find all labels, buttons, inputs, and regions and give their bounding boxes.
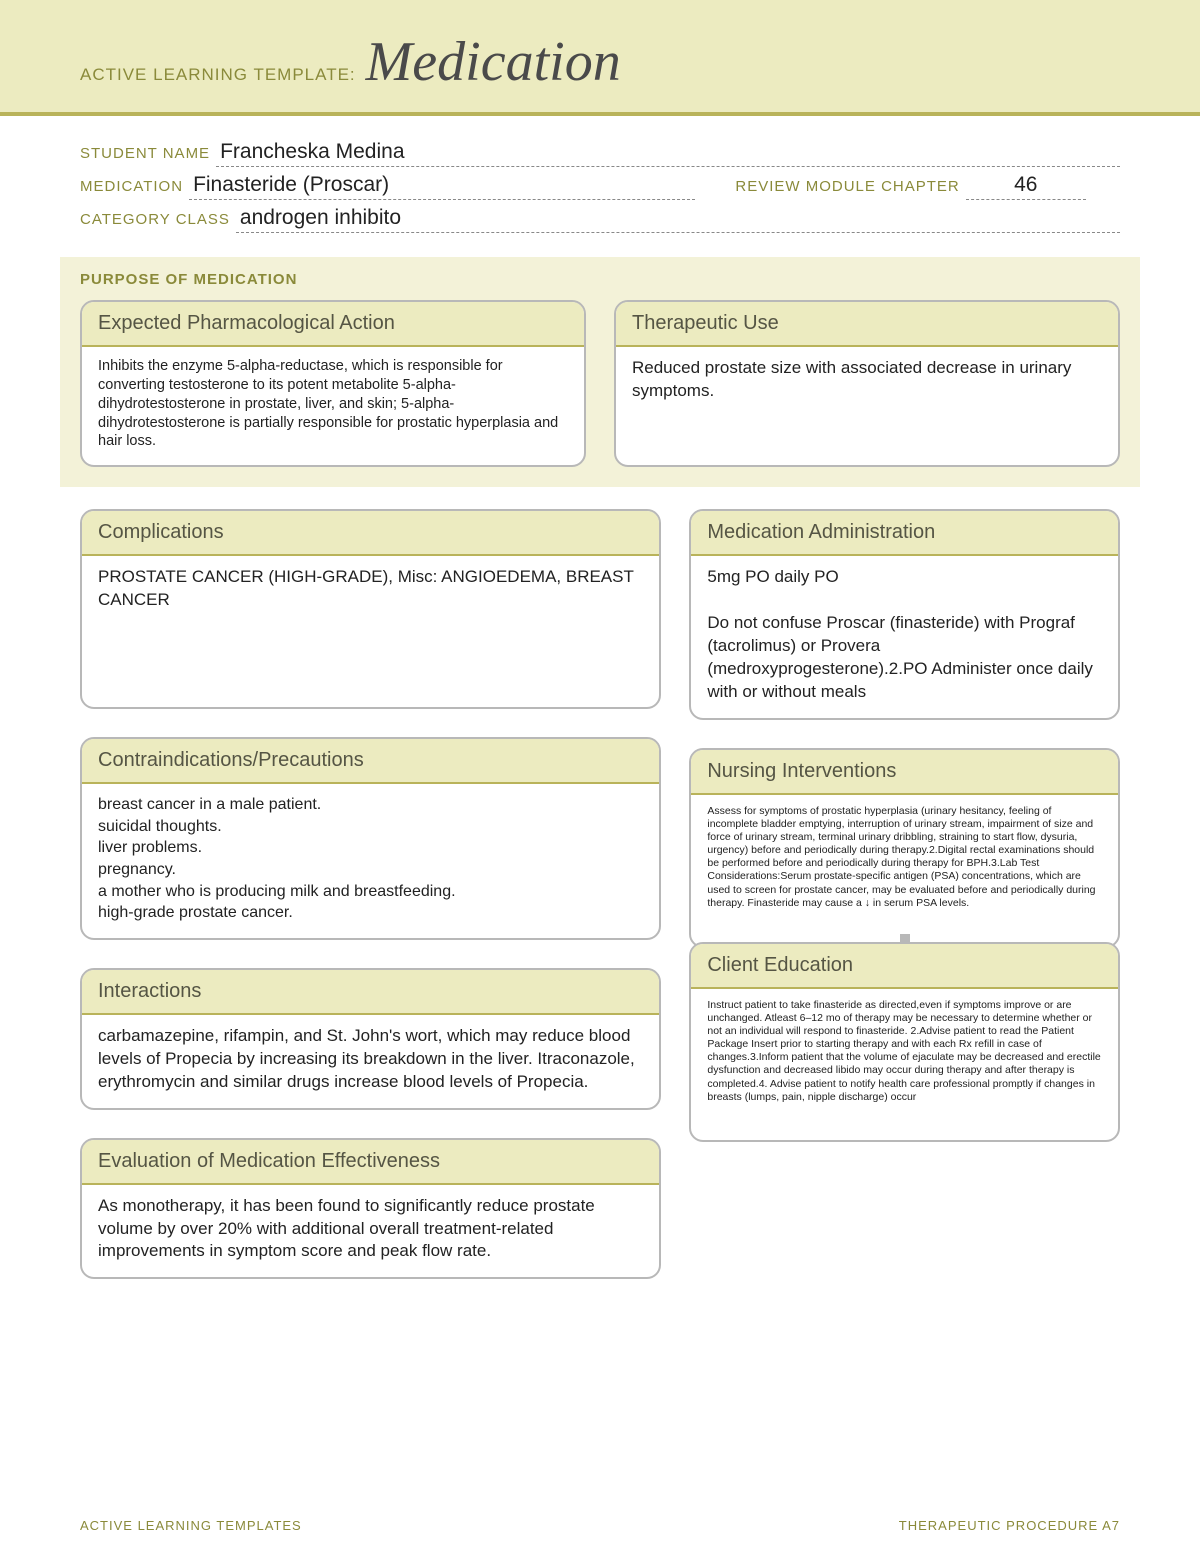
footer-left: ACTIVE LEARNING TEMPLATES [80,1518,302,1533]
category-row: CATEGORY CLASS androgen inhibito [80,206,1120,233]
client-education-body: Instruct patient to take finasteride as … [691,989,1118,1118]
nursing-title: Nursing Interventions [691,750,1118,795]
therapeutic-use-card: Therapeutic Use Reduced prostate size wi… [614,300,1120,467]
medication-label: MEDICATION [80,178,183,195]
pharm-action-title: Expected Pharmacological Action [82,302,584,347]
page: ACTIVE LEARNING TEMPLATE: Medication STU… [0,0,1200,1553]
chapter-row: REVIEW MODULE CHAPTER 46 [735,173,1120,200]
header-line: ACTIVE LEARNING TEMPLATE: Medication [80,30,1120,94]
client-education-title: Client Education [691,944,1118,989]
pharm-action-body: Inhibits the enzyme 5-alpha-reductase, w… [82,347,584,465]
category-value: androgen inhibito [236,206,1120,233]
administration-card: Medication Administration 5mg PO daily P… [689,509,1120,720]
pharm-action-card: Expected Pharmacological Action Inhibits… [80,300,586,467]
evaluation-title: Evaluation of Medication Effectiveness [82,1140,659,1185]
evaluation-body: As monotherapy, it has been found to sig… [82,1185,659,1278]
header-band: ACTIVE LEARNING TEMPLATE: Medication [0,0,1200,116]
student-value: Francheska Medina [216,140,1120,167]
nursing-card: Nursing Interventions Assess for symptom… [689,748,1120,948]
student-label: STUDENT NAME [80,145,210,162]
purpose-section: PURPOSE OF MEDICATION Expected Pharmacol… [60,257,1140,487]
nursing-client-group: Nursing Interventions Assess for symptom… [689,748,1120,1142]
complications-body: PROSTATE CANCER (HIGH-GRADE), Misc: ANGI… [82,556,659,626]
footer-right: THERAPEUTIC PROCEDURE A7 [899,1518,1120,1533]
content-grid: Complications PROSTATE CANCER (HIGH-GRAD… [60,509,1140,1279]
administration-body: 5mg PO daily PO Do not confuse Proscar (… [691,556,1118,718]
contraindications-card: Contraindications/Precautions breast can… [80,737,661,940]
info-block: STUDENT NAME Francheska Medina MEDICATIO… [0,116,1200,257]
nursing-body: Assess for symptoms of prostatic hyperpl… [691,795,1118,924]
right-column: Medication Administration 5mg PO daily P… [689,509,1120,1279]
footer: ACTIVE LEARNING TEMPLATES THERAPEUTIC PR… [80,1518,1120,1533]
chapter-label: REVIEW MODULE CHAPTER [735,178,959,195]
interactions-body: carbamazepine, rifampin, and St. John's … [82,1015,659,1108]
left-column: Complications PROSTATE CANCER (HIGH-GRAD… [80,509,661,1279]
medication-row: MEDICATION Finasteride (Proscar) [80,173,695,200]
contraindications-title: Contraindications/Precautions [82,739,659,784]
purpose-row: Expected Pharmacological Action Inhibits… [80,300,1120,467]
administration-title: Medication Administration [691,511,1118,556]
evaluation-card: Evaluation of Medication Effectiveness A… [80,1138,661,1280]
student-row: STUDENT NAME Francheska Medina [80,140,1120,167]
purpose-title: PURPOSE OF MEDICATION [80,271,1120,288]
interactions-card: Interactions carbamazepine, rifampin, an… [80,968,661,1110]
header-prefix: ACTIVE LEARNING TEMPLATE: [80,65,356,85]
therapeutic-use-title: Therapeutic Use [616,302,1118,347]
medication-value: Finasteride (Proscar) [189,173,695,200]
header-title: Medication [366,30,621,94]
chapter-value: 46 [966,173,1086,200]
contraindications-body: breast cancer in a male patient. suicida… [82,784,659,938]
complications-card: Complications PROSTATE CANCER (HIGH-GRAD… [80,509,661,709]
medication-row-wrap: MEDICATION Finasteride (Proscar) REVIEW … [80,173,1120,206]
client-education-card: Client Education Instruct patient to tak… [689,942,1120,1142]
interactions-title: Interactions [82,970,659,1015]
complications-title: Complications [82,511,659,556]
therapeutic-use-body: Reduced prostate size with associated de… [616,347,1118,417]
category-label: CATEGORY CLASS [80,211,230,228]
